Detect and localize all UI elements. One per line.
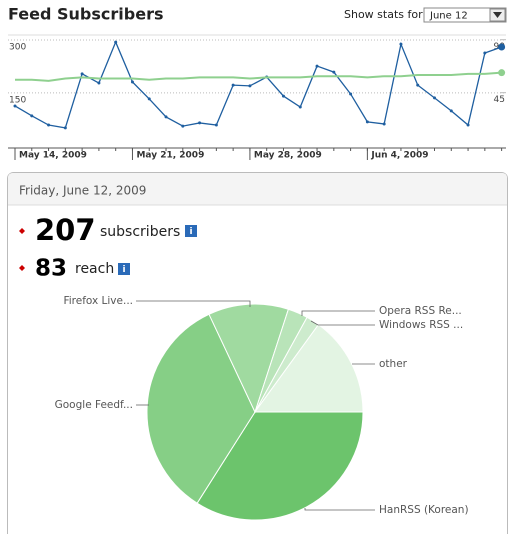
- data-point: [97, 81, 101, 85]
- pie-label: Windows RSS ...: [379, 319, 463, 331]
- data-point: [399, 42, 403, 46]
- data-point: [349, 92, 353, 96]
- y2-tick-label: 45: [494, 95, 505, 105]
- x-tick-label: May 28, 2009: [254, 151, 322, 161]
- data-point: [231, 83, 235, 87]
- x-tick-label: May 14, 2009: [19, 151, 87, 161]
- panel-header: [8, 173, 507, 205]
- data-point: [147, 97, 151, 101]
- data-point: [466, 123, 470, 127]
- data-point: [498, 69, 506, 77]
- info-icon[interactable]: [118, 263, 130, 275]
- data-point: [114, 40, 118, 44]
- data-point: [181, 124, 185, 128]
- info-icon-glyph: i: [122, 265, 125, 275]
- data-point: [433, 96, 436, 100]
- data-point: [498, 43, 506, 51]
- stat-value: 83: [35, 256, 67, 282]
- data-point: [332, 70, 336, 74]
- data-point: [248, 84, 252, 88]
- x-tick-label: Jun 4, 2009: [370, 151, 428, 161]
- data-point: [449, 109, 453, 113]
- data-point: [63, 126, 67, 130]
- leader-line: [136, 300, 251, 307]
- pie-label: Firefox Live...: [63, 295, 133, 307]
- data-point: [198, 121, 202, 125]
- stat-value: 207: [35, 213, 96, 247]
- data-point: [47, 123, 51, 127]
- pie-label: Opera RSS Re...: [379, 305, 462, 317]
- bullet: [19, 228, 25, 234]
- leader-line: [310, 320, 375, 326]
- data-point: [30, 114, 34, 118]
- data-point: [416, 83, 420, 87]
- date-select[interactable]: [423, 7, 507, 23]
- data-point: [281, 94, 285, 98]
- show-stats-label: Show stats for: [344, 8, 423, 21]
- title: Feed Subscribers: [8, 5, 163, 24]
- data-point: [298, 105, 302, 109]
- data-point: [214, 123, 218, 127]
- leader-line: [301, 310, 375, 316]
- date-select-text: June 12: [429, 11, 468, 22]
- y-tick-label: 300: [9, 42, 26, 52]
- series-line: [14, 40, 502, 129]
- data-point: [80, 72, 84, 76]
- stat-label: reach: [75, 261, 114, 277]
- series-line: [15, 71, 502, 82]
- pie-slice: [196, 411, 364, 521]
- info-icon[interactable]: [185, 225, 197, 237]
- data-point: [13, 104, 17, 108]
- data-point: [315, 64, 319, 68]
- panel-date: Friday, June 12, 2009: [19, 184, 146, 198]
- info-icon-glyph: i: [189, 227, 192, 237]
- pie-label: HanRSS (Korean): [379, 504, 469, 516]
- data-point: [164, 115, 168, 119]
- y-tick-label: 150: [9, 95, 26, 105]
- bullet: [19, 265, 25, 271]
- select-arrow: [493, 12, 502, 18]
- data-point: [483, 51, 487, 55]
- pie-label: Google Feedf...: [55, 399, 133, 411]
- leader-line: [304, 508, 375, 511]
- pie-label: other: [379, 358, 408, 370]
- x-tick-label: May 21, 2009: [136, 151, 204, 161]
- data-point: [130, 80, 134, 84]
- data-point: [365, 120, 369, 124]
- data-point: [382, 122, 386, 126]
- pie-slice: [208, 303, 290, 414]
- pie-slice: [254, 323, 364, 413]
- stat-label: subscribers: [100, 224, 180, 240]
